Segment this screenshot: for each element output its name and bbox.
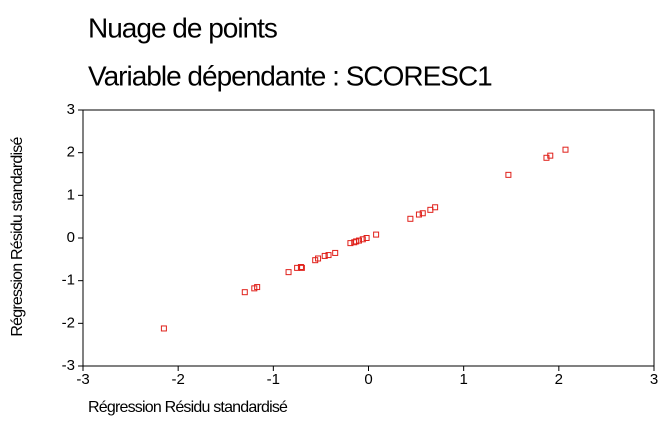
point	[359, 236, 366, 243]
point	[432, 204, 439, 211]
point	[419, 210, 426, 217]
point	[562, 146, 569, 153]
point	[427, 206, 434, 213]
point	[373, 231, 380, 238]
point	[160, 325, 167, 332]
x-tick-label: -2	[171, 371, 184, 388]
point	[298, 264, 305, 271]
chart-subtitle: Variable dépendante : SCORESC1	[88, 60, 492, 91]
point	[285, 269, 292, 276]
x-axis-label: Régression Résidu standardisé	[88, 399, 288, 416]
point	[325, 252, 332, 259]
x-tick-label: 1	[459, 371, 467, 388]
point	[363, 235, 370, 241]
point	[347, 240, 354, 247]
y-tick-label: -1	[62, 272, 75, 289]
x-tick-label: -3	[76, 371, 89, 388]
point	[547, 152, 554, 159]
y-axis-label: Régression Résidu standardisé	[9, 137, 26, 337]
point	[321, 252, 328, 259]
point	[254, 284, 261, 291]
x-tick-label: 2	[555, 371, 563, 388]
point	[332, 249, 339, 256]
point	[505, 171, 512, 178]
y-tick-label: -3	[62, 357, 75, 374]
point	[315, 255, 322, 262]
y-tick-label: 0	[67, 229, 75, 246]
y-tick-label: 2	[67, 144, 75, 161]
chart-title: Nuage de points	[88, 12, 277, 43]
point	[407, 215, 414, 222]
x-tick-label: -1	[267, 371, 280, 388]
point	[415, 211, 422, 218]
x-tick-label: 3	[650, 371, 658, 388]
y-tick-label: 3	[67, 101, 75, 118]
point	[297, 264, 304, 271]
point	[355, 237, 362, 244]
x-tick-label: 0	[364, 371, 372, 388]
point	[241, 289, 248, 296]
y-tick-label: 1	[67, 186, 75, 203]
y-tick-label: -2	[62, 314, 75, 331]
